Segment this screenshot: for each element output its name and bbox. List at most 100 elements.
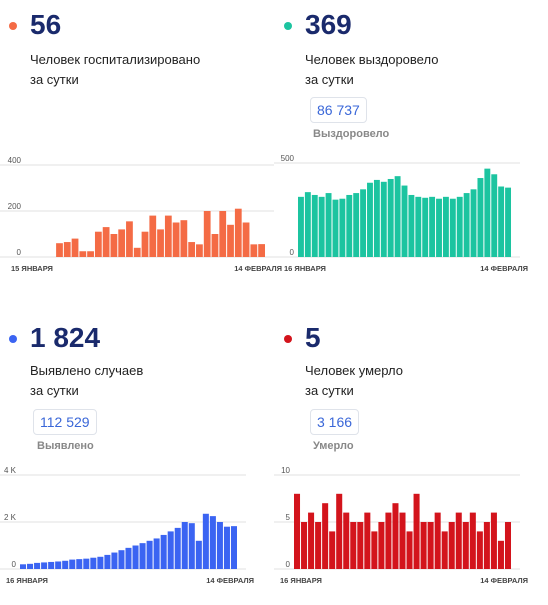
deaths-bar: [476, 531, 483, 569]
deaths-bar: [448, 522, 455, 569]
hospitalized-bar: [164, 215, 172, 257]
deaths-total: 3 166: [310, 409, 360, 435]
detected-x-end-label: 14 ФЕВРАЛЯ: [206, 576, 254, 585]
deaths-desc-line2: за сутки: [305, 383, 354, 398]
detected-bar: [202, 513, 209, 569]
recovered-desc-line2: за сутки: [305, 72, 354, 87]
recovered-count: 369: [305, 9, 352, 40]
hospitalized-x-start-label: 15 ЯНВАРЯ: [11, 264, 53, 273]
detected-total: 112 529: [33, 409, 97, 435]
deaths-bar: [490, 512, 497, 569]
detected-bar: [216, 522, 223, 569]
detected-bar: [20, 564, 27, 569]
recovered-bar: [429, 196, 436, 257]
detected-y-tick-label: 0: [12, 560, 17, 569]
deaths-bar: [504, 522, 511, 569]
hospitalized-bar: [227, 224, 234, 257]
detected-bar: [160, 534, 167, 569]
recovered-bar: [298, 196, 304, 257]
detected-bar: [146, 540, 153, 569]
hospitalized-bar: [188, 242, 196, 257]
hospitalized-bar: [87, 251, 94, 257]
recovered-bar: [463, 193, 470, 257]
detected-bar: [104, 554, 111, 569]
recovered-x-start-label: 16 ЯНВАРЯ: [284, 264, 326, 273]
hospitalized-bar: [172, 222, 180, 257]
detected-bar: [27, 563, 34, 569]
recovered-bar: [484, 168, 491, 257]
hospitalized-desc-line2: за сутки: [30, 72, 79, 87]
hospitalized-bar: [211, 234, 219, 257]
deaths-bar: [371, 531, 378, 569]
detected-y-tick-label: 2 K: [4, 513, 17, 522]
recovered-bar: [477, 178, 484, 257]
recovered-panel: 369 Человек выздоровело за сутки 86 737 …: [274, 0, 548, 302]
recovered-bar: [456, 196, 463, 257]
detected-bar: [125, 547, 132, 569]
deaths-bar: [469, 512, 476, 569]
detected-bar: [230, 526, 237, 569]
recovered-x-end-label: 14 ФЕВРАЛЯ: [480, 264, 528, 273]
detected-bar: [69, 559, 76, 569]
hospitalized-bar: [180, 220, 188, 257]
detected-bar: [90, 557, 97, 569]
deaths-bar: [420, 522, 427, 569]
deaths-panel: 5 Человек умерло за сутки 3 166 Умерло 0…: [274, 302, 548, 604]
deaths-bar: [497, 540, 504, 569]
recovered-bar: [491, 174, 498, 257]
deaths-bar: [455, 512, 462, 569]
deaths-bar: [427, 522, 434, 569]
recovered-bar: [387, 178, 394, 257]
recovered-bar: [505, 187, 511, 257]
detected-bar: [118, 550, 125, 569]
deaths-y-tick-label: 0: [286, 560, 291, 569]
recovered-marker-dot: [284, 22, 292, 30]
recovered-bar: [360, 189, 367, 257]
detected-x-start-label: 16 ЯНВАРЯ: [6, 576, 48, 585]
deaths-description: Человек умерло за сутки: [305, 361, 505, 401]
deaths-bar: [378, 522, 385, 569]
detected-bar: [181, 522, 188, 569]
hospitalized-bar: [79, 251, 87, 257]
recovered-bar: [442, 196, 449, 257]
deaths-x-end-label: 14 ФЕВРАЛЯ: [480, 576, 528, 585]
detected-bar: [188, 523, 195, 569]
detected-marker-dot: [9, 335, 17, 343]
deaths-bar: [483, 522, 490, 569]
hospitalized-bar: [258, 244, 265, 257]
deaths-bar: [364, 512, 371, 569]
deaths-bar: [343, 512, 350, 569]
hospitalized-bar: [118, 229, 126, 257]
hospitalized-bar: [133, 247, 141, 257]
recovered-bar: [304, 192, 311, 257]
hospitalized-bar: [110, 234, 118, 257]
hospitalized-bar: [126, 221, 133, 257]
detected-bar: [41, 562, 48, 569]
hospitalized-desc-line1: Человек госпитализировано: [30, 52, 201, 67]
detected-chart: 0 2 K 4 K 16 ЯНВАРЯ 14 ФЕВРАЛЯ: [0, 466, 254, 585]
hospitalized-bar: [56, 243, 63, 257]
deaths-bar: [441, 531, 448, 569]
detected-bar: [223, 526, 230, 569]
recovered-bar: [318, 196, 325, 257]
recovered-description: Человек выздоровело за сутки: [305, 50, 505, 90]
hospitalized-bar: [250, 244, 258, 257]
recovered-bar: [436, 198, 442, 257]
hospitalized-panel: 56 Человек госпитализировано за сутки 0 2…: [0, 0, 282, 302]
deaths-total-label: Умерло: [313, 440, 354, 452]
detected-bar: [153, 538, 160, 569]
recovered-chart: 0 500 16 ЯНВАРЯ 14 ФЕВРАЛЯ: [274, 154, 528, 273]
detected-bar: [34, 562, 41, 569]
recovered-bar: [311, 194, 318, 257]
deaths-bar: [322, 503, 329, 569]
detected-bar: [62, 560, 69, 569]
deaths-y-tick-label: 10: [281, 466, 290, 475]
recovered-bar: [401, 185, 408, 257]
recovered-y-tick-label: 0: [290, 248, 295, 257]
detected-bar: [139, 543, 146, 569]
deaths-bar: [357, 522, 364, 569]
recovered-bar: [332, 199, 339, 257]
hospitalized-bar: [157, 229, 164, 257]
hospitalized-x-end-label: 14 ФЕВРАЛЯ: [234, 264, 282, 273]
detected-count: 1 824: [30, 322, 101, 353]
